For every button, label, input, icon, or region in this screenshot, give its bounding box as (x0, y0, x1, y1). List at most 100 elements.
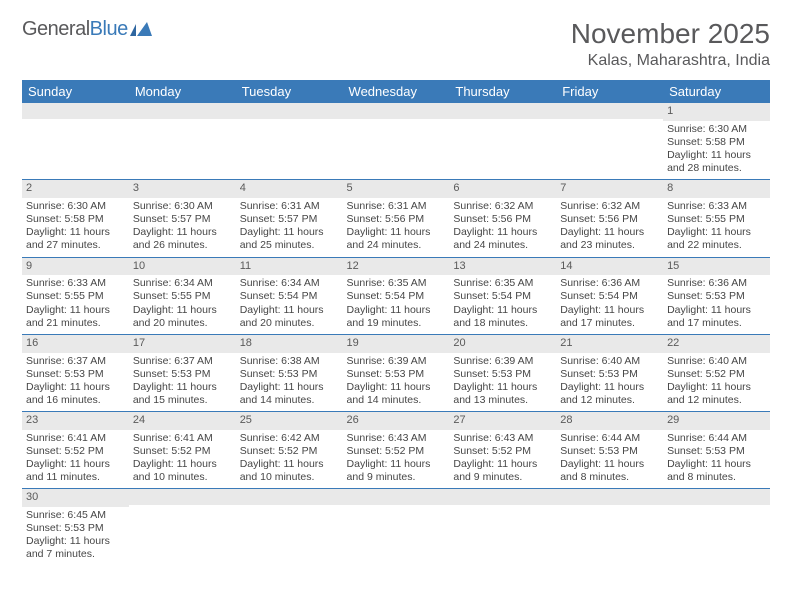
sunset-text: Sunset: 5:53 PM (453, 368, 552, 381)
calendar-cell (129, 489, 236, 566)
day-number: 29 (663, 412, 770, 430)
sunrise-text: Sunrise: 6:38 AM (240, 355, 339, 368)
daylight-text: Daylight: 11 hours and 24 minutes. (347, 226, 446, 252)
day-number (236, 489, 343, 505)
daylight-text: Daylight: 11 hours and 9 minutes. (453, 458, 552, 484)
calendar-cell (663, 489, 770, 566)
sunrise-text: Sunrise: 6:33 AM (26, 277, 125, 290)
day-number: 6 (449, 180, 556, 198)
sunrise-text: Sunrise: 6:40 AM (560, 355, 659, 368)
sunset-text: Sunset: 5:52 PM (347, 445, 446, 458)
daylight-text: Daylight: 11 hours and 15 minutes. (133, 381, 232, 407)
sunrise-text: Sunrise: 6:40 AM (667, 355, 766, 368)
day-number: 11 (236, 258, 343, 276)
day-number (449, 489, 556, 505)
calendar-week: 30Sunrise: 6:45 AMSunset: 5:53 PMDayligh… (22, 489, 770, 566)
title-block: November 2025 Kalas, Maharashtra, India (571, 18, 770, 70)
calendar-cell (236, 489, 343, 566)
day-body: Sunrise: 6:43 AMSunset: 5:52 PMDaylight:… (449, 430, 556, 489)
calendar-cell: 12Sunrise: 6:35 AMSunset: 5:54 PMDayligh… (343, 257, 450, 334)
day-number: 24 (129, 412, 236, 430)
day-body: Sunrise: 6:34 AMSunset: 5:54 PMDaylight:… (236, 275, 343, 334)
daylight-text: Daylight: 11 hours and 11 minutes. (26, 458, 125, 484)
sunset-text: Sunset: 5:53 PM (667, 445, 766, 458)
sunrise-text: Sunrise: 6:35 AM (453, 277, 552, 290)
calendar-cell: 14Sunrise: 6:36 AMSunset: 5:54 PMDayligh… (556, 257, 663, 334)
daylight-text: Daylight: 11 hours and 20 minutes. (133, 304, 232, 330)
day-body: Sunrise: 6:40 AMSunset: 5:52 PMDaylight:… (663, 353, 770, 412)
day-number (556, 489, 663, 505)
day-number: 23 (22, 412, 129, 430)
calendar-cell (449, 489, 556, 566)
calendar-cell: 24Sunrise: 6:41 AMSunset: 5:52 PMDayligh… (129, 412, 236, 489)
day-number (663, 489, 770, 505)
day-number: 16 (22, 335, 129, 353)
day-body: Sunrise: 6:41 AMSunset: 5:52 PMDaylight:… (22, 430, 129, 489)
calendar-cell: 30Sunrise: 6:45 AMSunset: 5:53 PMDayligh… (22, 489, 129, 566)
calendar-cell: 25Sunrise: 6:42 AMSunset: 5:52 PMDayligh… (236, 412, 343, 489)
daylight-text: Daylight: 11 hours and 9 minutes. (347, 458, 446, 484)
sunrise-text: Sunrise: 6:37 AM (26, 355, 125, 368)
day-number: 14 (556, 258, 663, 276)
day-number: 8 (663, 180, 770, 198)
calendar-cell: 5Sunrise: 6:31 AMSunset: 5:56 PMDaylight… (343, 180, 450, 257)
daylight-text: Daylight: 11 hours and 8 minutes. (560, 458, 659, 484)
day-body: Sunrise: 6:30 AMSunset: 5:58 PMDaylight:… (22, 198, 129, 257)
sunrise-text: Sunrise: 6:32 AM (453, 200, 552, 213)
day-body: Sunrise: 6:44 AMSunset: 5:53 PMDaylight:… (556, 430, 663, 489)
day-header-row: Sunday Monday Tuesday Wednesday Thursday… (22, 80, 770, 103)
calendar-cell: 11Sunrise: 6:34 AMSunset: 5:54 PMDayligh… (236, 257, 343, 334)
day-body: Sunrise: 6:35 AMSunset: 5:54 PMDaylight:… (343, 275, 450, 334)
daylight-text: Daylight: 11 hours and 17 minutes. (667, 304, 766, 330)
day-number (343, 489, 450, 505)
day-number: 19 (343, 335, 450, 353)
sunset-text: Sunset: 5:53 PM (347, 368, 446, 381)
sunrise-text: Sunrise: 6:31 AM (347, 200, 446, 213)
daylight-text: Daylight: 11 hours and 8 minutes. (667, 458, 766, 484)
day-number (129, 103, 236, 119)
sunrise-text: Sunrise: 6:39 AM (347, 355, 446, 368)
calendar-cell: 19Sunrise: 6:39 AMSunset: 5:53 PMDayligh… (343, 334, 450, 411)
daylight-text: Daylight: 11 hours and 27 minutes. (26, 226, 125, 252)
sunset-text: Sunset: 5:52 PM (667, 368, 766, 381)
calendar-cell (343, 103, 450, 180)
calendar-cell (343, 489, 450, 566)
day-body: Sunrise: 6:36 AMSunset: 5:54 PMDaylight:… (556, 275, 663, 334)
sunrise-text: Sunrise: 6:31 AM (240, 200, 339, 213)
sunset-text: Sunset: 5:56 PM (560, 213, 659, 226)
day-body: Sunrise: 6:45 AMSunset: 5:53 PMDaylight:… (22, 507, 129, 566)
day-body: Sunrise: 6:32 AMSunset: 5:56 PMDaylight:… (556, 198, 663, 257)
calendar-cell: 3Sunrise: 6:30 AMSunset: 5:57 PMDaylight… (129, 180, 236, 257)
logo-text: GeneralBlue (22, 18, 128, 41)
sunrise-text: Sunrise: 6:37 AM (133, 355, 232, 368)
calendar-week: 16Sunrise: 6:37 AMSunset: 5:53 PMDayligh… (22, 334, 770, 411)
sunrise-text: Sunrise: 6:34 AM (240, 277, 339, 290)
sunset-text: Sunset: 5:53 PM (560, 445, 659, 458)
calendar-week: 2Sunrise: 6:30 AMSunset: 5:58 PMDaylight… (22, 180, 770, 257)
day-body: Sunrise: 6:37 AMSunset: 5:53 PMDaylight:… (22, 353, 129, 412)
day-header: Friday (556, 80, 663, 103)
calendar-cell: 16Sunrise: 6:37 AMSunset: 5:53 PMDayligh… (22, 334, 129, 411)
calendar-cell: 18Sunrise: 6:38 AMSunset: 5:53 PMDayligh… (236, 334, 343, 411)
day-number: 21 (556, 335, 663, 353)
day-body: Sunrise: 6:39 AMSunset: 5:53 PMDaylight:… (449, 353, 556, 412)
day-body: Sunrise: 6:30 AMSunset: 5:58 PMDaylight:… (663, 121, 770, 180)
day-body: Sunrise: 6:40 AMSunset: 5:53 PMDaylight:… (556, 353, 663, 412)
calendar-cell: 10Sunrise: 6:34 AMSunset: 5:55 PMDayligh… (129, 257, 236, 334)
sunset-text: Sunset: 5:53 PM (133, 368, 232, 381)
daylight-text: Daylight: 11 hours and 18 minutes. (453, 304, 552, 330)
sunset-text: Sunset: 5:52 PM (240, 445, 339, 458)
sunset-text: Sunset: 5:54 PM (347, 290, 446, 303)
calendar-cell (556, 103, 663, 180)
calendar-cell: 28Sunrise: 6:44 AMSunset: 5:53 PMDayligh… (556, 412, 663, 489)
daylight-text: Daylight: 11 hours and 24 minutes. (453, 226, 552, 252)
day-number: 13 (449, 258, 556, 276)
sunrise-text: Sunrise: 6:35 AM (347, 277, 446, 290)
day-number: 25 (236, 412, 343, 430)
calendar-cell: 1Sunrise: 6:30 AMSunset: 5:58 PMDaylight… (663, 103, 770, 180)
sunset-text: Sunset: 5:53 PM (26, 522, 125, 535)
sunrise-text: Sunrise: 6:30 AM (26, 200, 125, 213)
sunrise-text: Sunrise: 6:42 AM (240, 432, 339, 445)
daylight-text: Daylight: 11 hours and 21 minutes. (26, 304, 125, 330)
sunset-text: Sunset: 5:54 PM (453, 290, 552, 303)
